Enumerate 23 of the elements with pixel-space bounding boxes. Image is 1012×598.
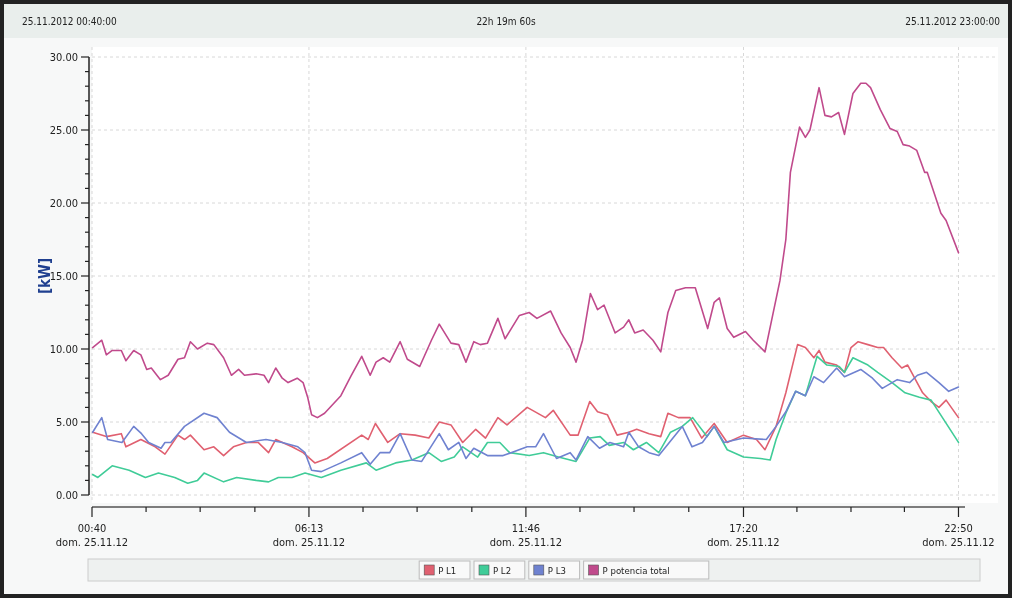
legend-label: P L3 (547, 565, 566, 576)
x-tick-label: 11:46 dom. 25.11.12 (489, 522, 563, 549)
legend-label: P L1 (438, 565, 457, 576)
line-series (91, 355, 960, 485)
y-tick-label: 30.00 (49, 50, 78, 64)
line-series (91, 367, 960, 473)
x-tick-label: 22:50 dom. 25.11.12 (922, 522, 995, 549)
x-tick-label: 00:40 dom. 25.11.12 (55, 522, 129, 549)
y-tick-label: 15.00 (49, 269, 78, 283)
text: 25.11.2012 23:00:00 (905, 16, 1001, 27)
y-tick-label: 20.00 (49, 196, 78, 210)
line-series (91, 82, 960, 419)
y-tick-label: 5.00 (55, 415, 78, 429)
text: 22h 19m 60s (476, 16, 536, 27)
x-tick-label: 17:20 dom. 25.11.12 (707, 522, 780, 549)
text: 25.11.2012 00:40:00 (22, 16, 118, 27)
legend-label: P L2 (493, 565, 512, 576)
line-series (91, 340, 960, 464)
y-tick-label: 0.00 (55, 488, 78, 502)
y-tick-label: 10.00 (49, 342, 78, 356)
legend-label: P potencia total (602, 565, 670, 576)
x-tick-label: 06:13 dom. 25.11.12 (272, 522, 346, 549)
y-tick-label: 25.00 (49, 123, 78, 137)
